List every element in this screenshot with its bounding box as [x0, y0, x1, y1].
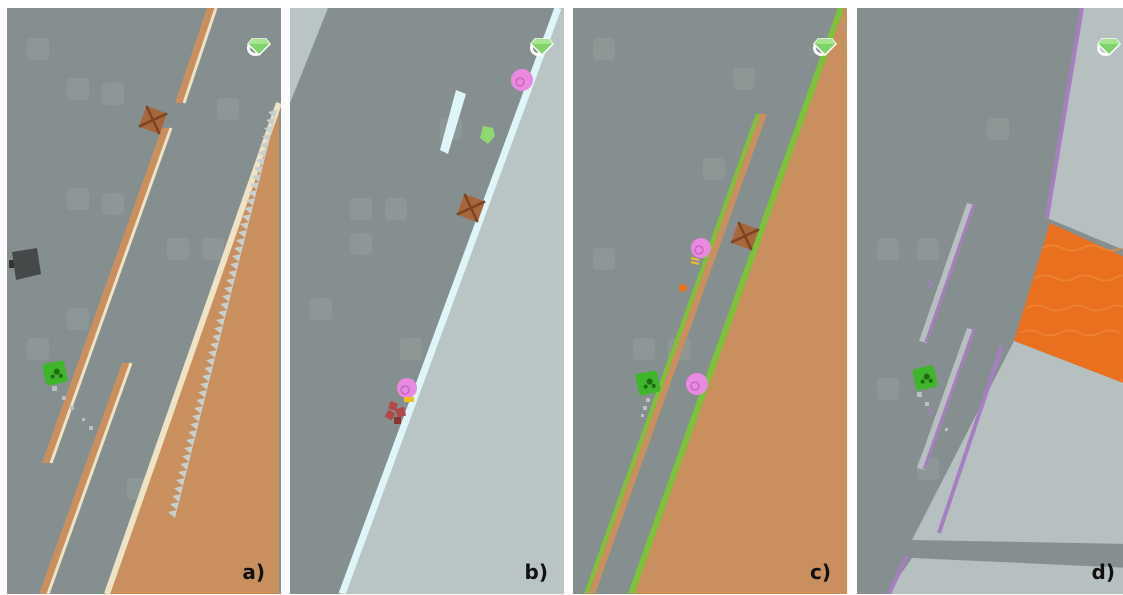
game-panel-c: 0 c) [573, 8, 847, 594]
debris [52, 386, 93, 430]
hud: 0 [247, 38, 271, 58]
gem-pickup [480, 126, 495, 144]
grass-edge [628, 8, 844, 594]
game-scene-b [290, 8, 564, 594]
stone-block-bottom [887, 558, 1123, 594]
pink-blob [686, 373, 708, 395]
panel-label: d) [1091, 560, 1115, 584]
debris [917, 392, 948, 431]
floor-spikes [168, 110, 277, 518]
hud: 0 [1097, 38, 1121, 58]
gem-icon [1097, 38, 1121, 56]
player-cube [912, 365, 938, 391]
crate [138, 105, 168, 135]
stone-block-lower [912, 341, 1123, 544]
pink-blob [690, 238, 711, 265]
pink-blob [511, 69, 533, 91]
game-scene-a [9, 8, 281, 594]
crate [456, 193, 486, 223]
game-panel-a: 0 a) [7, 8, 281, 594]
cannon [9, 248, 41, 280]
ice-edge [338, 8, 562, 594]
game-panel-b: 0 b) [290, 8, 564, 594]
player-cube [42, 360, 68, 386]
hud: 0 [530, 38, 554, 58]
hud: 0 [813, 38, 837, 58]
gem-icon [530, 38, 554, 56]
player-cube [635, 370, 661, 396]
stone-block-upper [1047, 8, 1123, 250]
panel-label: b) [524, 560, 548, 584]
crate [730, 221, 760, 251]
gem-icon [813, 38, 837, 56]
destroyed-player [384, 400, 407, 424]
game-scene-c [584, 8, 847, 594]
panel-label: a) [242, 560, 265, 584]
gem-icon [247, 38, 271, 56]
floor-edge [104, 102, 281, 594]
panel-label: c) [810, 560, 831, 584]
lava-pool [1014, 223, 1123, 383]
ice-corner [290, 8, 328, 103]
ice-shard [440, 90, 466, 154]
debris [641, 398, 650, 417]
fireball [679, 284, 687, 292]
game-panel-d: 0 d) [857, 8, 1123, 594]
game-scene-d [877, 8, 1123, 594]
pink-blob [397, 378, 417, 402]
